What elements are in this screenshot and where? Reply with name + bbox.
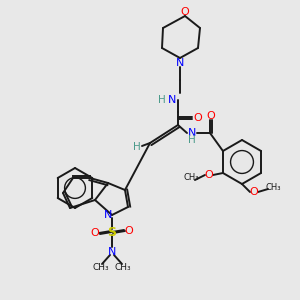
- Text: CH₃: CH₃: [115, 263, 131, 272]
- Text: N: N: [176, 58, 184, 68]
- Text: CH₃: CH₃: [93, 263, 109, 272]
- Text: CH₃: CH₃: [183, 173, 199, 182]
- Text: S: S: [107, 226, 116, 238]
- Text: O: O: [181, 7, 189, 17]
- Text: H: H: [158, 95, 166, 105]
- Text: H: H: [188, 135, 196, 145]
- Text: O: O: [205, 170, 213, 180]
- Text: O: O: [91, 228, 99, 238]
- Text: CH₃: CH₃: [265, 182, 281, 191]
- Text: O: O: [194, 113, 202, 123]
- Text: O: O: [124, 226, 134, 236]
- Text: N: N: [168, 95, 176, 105]
- Text: N: N: [188, 128, 196, 138]
- Text: O: O: [207, 111, 215, 121]
- Text: O: O: [250, 187, 258, 197]
- Text: N: N: [104, 210, 112, 220]
- Text: H: H: [133, 142, 141, 152]
- Text: N: N: [108, 247, 116, 257]
